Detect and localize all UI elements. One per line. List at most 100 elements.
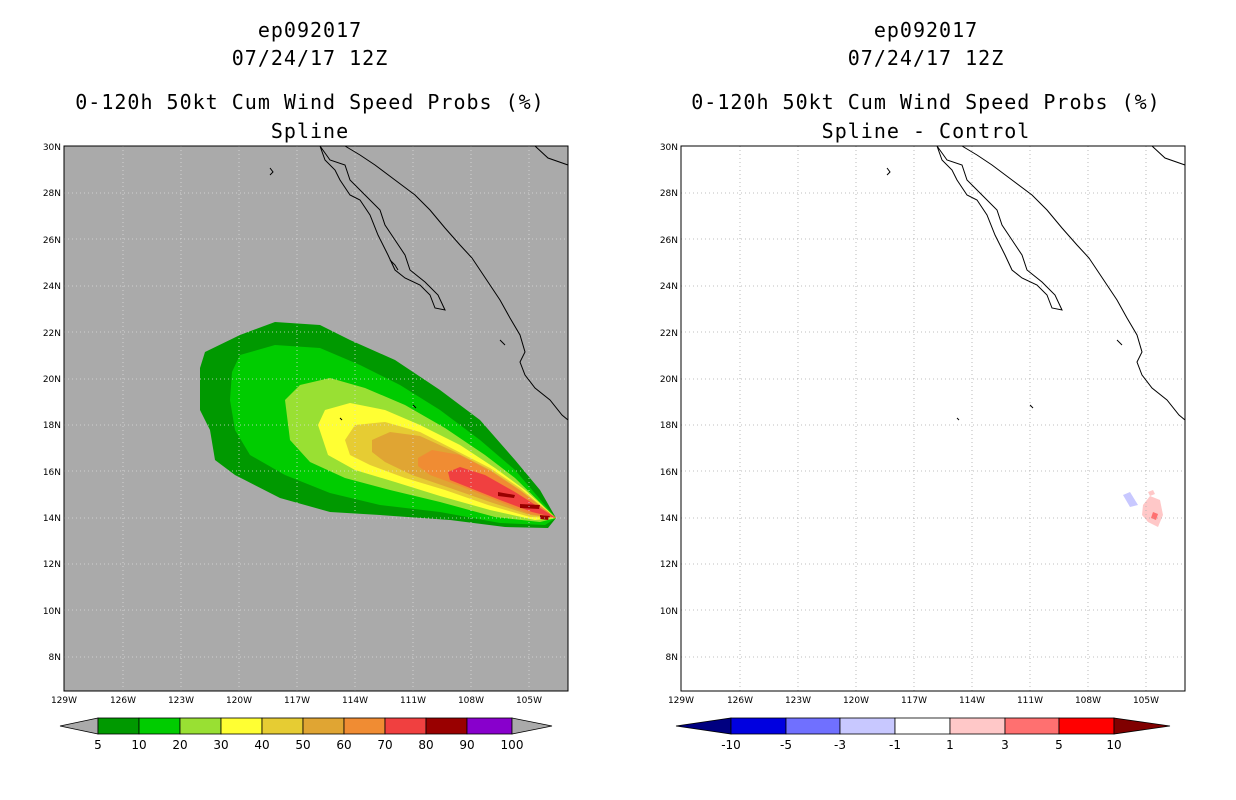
right-coastline: [886, 145, 1186, 421]
left-map: 30N 28N 26N 24N 22N 20N 18N 16N 14N 12N …: [43, 143, 569, 752]
right-colorbar: [675, 717, 1171, 735]
left-colorbar-swatch: [425, 717, 468, 735]
right-title-storm: ep092017: [873, 18, 979, 42]
right-lon-label: 108W: [1075, 696, 1101, 706]
left-lat-label: 10N: [43, 607, 61, 617]
right-colorbar-label: 5: [1055, 738, 1063, 752]
left-title-storm: ep092017: [257, 18, 363, 42]
left-colorbar-swatch: [138, 717, 181, 735]
left-lon-label: 105W: [516, 696, 542, 706]
right-gridlines: [681, 146, 1185, 691]
right-lon-labels: 129W 126W 123W 120W 117W 114W 111W 108W …: [668, 696, 1159, 706]
right-colorbar-swatch: [785, 717, 841, 735]
left-colorbar-swatch: [220, 717, 263, 735]
right-colorbar-label: 1: [946, 738, 954, 752]
left-colorbar-under-arrow: [59, 717, 99, 735]
left-colorbar-label: 60: [336, 738, 351, 752]
right-lat-label: 22N: [660, 329, 678, 339]
right-colorbar-over-arrow: [1113, 717, 1171, 735]
right-lat-label: 20N: [660, 375, 678, 385]
left-colorbar-swatch: [179, 717, 222, 735]
left-lat-label: 24N: [43, 282, 61, 292]
right-lat-label: 12N: [660, 560, 678, 570]
left-colorbar-label: 80: [418, 738, 433, 752]
left-lat-label: 16N: [43, 468, 61, 478]
left-colorbar-labels: 5 10 20 30 40 50 60 70 80 90 100: [94, 738, 523, 752]
diff-positive-blob: [1142, 496, 1163, 527]
right-lon-label: 105W: [1133, 696, 1159, 706]
left-lon-label: 120W: [226, 696, 252, 706]
right-colorbar-label: 10: [1106, 738, 1121, 752]
right-lat-label: 18N: [660, 421, 678, 431]
left-lat-label: 28N: [43, 189, 61, 199]
right-colorbar-swatch: [1004, 717, 1060, 735]
left-map-frame: [63, 145, 569, 692]
right-lat-label: 28N: [660, 189, 678, 199]
diff-negative-blob: [1123, 492, 1138, 507]
right-colorbar-under-arrow: [675, 717, 732, 735]
right-lat-label: 26N: [660, 236, 678, 246]
left-lon-label: 114W: [342, 696, 368, 706]
left-colorbar-label: 70: [377, 738, 392, 752]
left-colorbar-label: 30: [213, 738, 228, 752]
left-title-product: 0-120h 50kt Cum Wind Speed Probs (%): [75, 90, 545, 114]
left-colorbar-swatch: [302, 717, 345, 735]
right-lat-label: 8N: [666, 653, 678, 663]
right-lat-label: 14N: [660, 514, 678, 524]
right-colorbar-labels: -10 -5 -3 -1 1 3 5 10: [721, 738, 1121, 752]
left-lat-label: 12N: [43, 560, 61, 570]
left-lon-label: 117W: [284, 696, 310, 706]
left-lon-label: 123W: [168, 696, 194, 706]
right-lon-label: 123W: [785, 696, 811, 706]
diff-positive-core: [1151, 512, 1158, 520]
right-colorbar-label: -10: [721, 738, 741, 752]
right-colorbar-label: -1: [889, 738, 901, 752]
right-lon-label: 111W: [1017, 696, 1043, 706]
right-colorbar-swatch: [894, 717, 951, 735]
left-colorbar-swatch: [261, 717, 304, 735]
left-colorbar-swatch: [466, 717, 513, 735]
left-lat-labels: 30N 28N 26N 24N 22N 20N 18N 16N 14N 12N …: [43, 143, 61, 663]
left-colorbar-label: 5: [94, 738, 102, 752]
right-lon-label: 117W: [901, 696, 927, 706]
left-colorbar-label: 40: [254, 738, 269, 752]
left-colorbar-label: 10: [131, 738, 146, 752]
right-colorbar-swatch: [949, 717, 1006, 735]
left-lon-label: 111W: [400, 696, 426, 706]
left-lat-label: 18N: [43, 421, 61, 431]
left-lat-label: 14N: [43, 514, 61, 524]
contour-80c: [540, 515, 550, 520]
right-colorbar-label: -3: [834, 738, 846, 752]
right-title-date: 07/24/17 12Z: [847, 46, 1005, 70]
left-gridlines: [64, 146, 568, 691]
right-lon-label: 120W: [843, 696, 869, 706]
contour-80a: [498, 492, 515, 498]
right-colorbar-swatch: [839, 717, 896, 735]
left-colorbar-swatch: [384, 717, 427, 735]
left-lon-labels: 129W 126W 123W 120W 117W 114W 111W 108W …: [51, 696, 542, 706]
left-title-date: 07/24/17 12Z: [231, 46, 389, 70]
right-lat-label: 24N: [660, 282, 678, 292]
right-lon-label: 129W: [668, 696, 694, 706]
left-lat-label: 22N: [43, 329, 61, 339]
left-colorbar-label: 90: [459, 738, 474, 752]
right-colorbar-swatch: [730, 717, 787, 735]
right-colorbar-swatch: [1058, 717, 1115, 735]
left-lat-label: 20N: [43, 375, 61, 385]
right-diff-contours: [1123, 490, 1163, 527]
left-title-method: Spline: [270, 119, 350, 143]
right-lon-label: 114W: [959, 696, 985, 706]
diff-positive-small: [1148, 490, 1155, 496]
left-prob-contours: [200, 322, 556, 528]
left-lat-label: 26N: [43, 236, 61, 246]
right-lat-labels: 30N 28N 26N 24N 22N 20N 18N 16N 14N 12N …: [660, 143, 678, 663]
left-colorbar-swatch: [97, 717, 140, 735]
left-coastline: [269, 145, 569, 421]
right-map-frame: [680, 145, 1186, 692]
right-title-method: Spline - Control: [821, 119, 1031, 143]
left-colorbar-over-arrow: [511, 717, 553, 735]
right-title-product: 0-120h 50kt Cum Wind Speed Probs (%): [691, 90, 1161, 114]
right-lat-label: 10N: [660, 607, 678, 617]
left-colorbar: [59, 717, 553, 735]
left-colorbar-label: 50: [295, 738, 310, 752]
